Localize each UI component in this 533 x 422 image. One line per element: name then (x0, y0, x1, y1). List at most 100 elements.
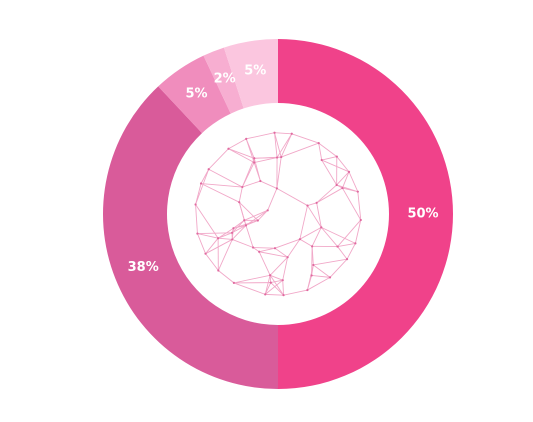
globe-node (256, 219, 259, 222)
globe-edge (311, 246, 313, 276)
globe-edge (348, 171, 359, 192)
globe-edge (267, 188, 278, 211)
globe-edge (197, 233, 206, 254)
globe-node (335, 183, 338, 187)
globe-edge (269, 256, 288, 276)
globe-node (310, 274, 313, 277)
globe-edge (357, 191, 362, 221)
globe-node (266, 209, 269, 212)
globe-edge (274, 132, 278, 158)
globe-edge (217, 227, 234, 239)
globe-edge (342, 171, 350, 189)
globe-edge (228, 138, 247, 150)
globe-edge (321, 156, 337, 161)
globe-edge (337, 242, 356, 248)
globe-edge (291, 133, 319, 144)
globe-edge (217, 239, 233, 271)
globe-edge (307, 205, 322, 228)
globe-edge (258, 251, 271, 276)
globe-node (245, 137, 248, 140)
globe-edge (195, 169, 210, 205)
globe-edge (282, 280, 284, 296)
globe-edge (257, 210, 269, 221)
globe-edge (299, 226, 322, 240)
globe-edge (269, 275, 272, 283)
globe-edge (274, 238, 301, 249)
globe-edge (354, 219, 362, 244)
globe-node (273, 131, 276, 134)
globe-edge (270, 282, 284, 296)
globe-edge (232, 239, 254, 248)
globe-edge (245, 138, 255, 163)
globe-edge (321, 159, 338, 186)
globe-node (306, 204, 309, 207)
globe-node (282, 294, 285, 297)
globe-node (232, 227, 235, 230)
globe-edge (311, 275, 331, 278)
globe-edge (316, 202, 322, 228)
slice-label-0: 50% (407, 207, 438, 222)
globe-node (315, 201, 318, 204)
globe-node (244, 224, 248, 227)
globe-edge (264, 279, 284, 295)
globe-edge (231, 224, 247, 234)
globe-node (281, 279, 284, 282)
globe-edge (316, 187, 343, 204)
globe-edge (265, 293, 284, 296)
globe-edge (228, 148, 255, 163)
globe-edge (253, 247, 275, 249)
globe-edge (208, 148, 229, 170)
globe-edge (346, 243, 356, 260)
globe-edge (201, 183, 243, 188)
globe-node (253, 161, 256, 164)
globe-node (341, 186, 344, 190)
globe-node (241, 185, 244, 189)
globe-node (258, 250, 261, 253)
globe-edge (238, 202, 247, 226)
globe-node (286, 256, 289, 259)
globe-edge (318, 142, 338, 157)
globe-edge (337, 219, 362, 247)
globe-node (275, 187, 278, 190)
globe-node (252, 246, 255, 249)
globe-node (273, 247, 277, 250)
globe-node (347, 170, 351, 173)
globe-edge (200, 169, 210, 184)
globe-edge (307, 202, 317, 207)
globe-edge (195, 204, 219, 239)
globe-edge (313, 258, 348, 266)
globe-node (238, 201, 241, 204)
globe-node (232, 281, 235, 285)
globe-edge (274, 247, 288, 258)
globe-edge (329, 258, 348, 278)
globe-edge (282, 257, 289, 281)
globe-edge (231, 225, 247, 240)
slice-label-2: 5% (185, 87, 207, 102)
globe-node (269, 274, 272, 277)
globe-node (204, 252, 207, 255)
globe-edge (254, 157, 278, 163)
globe-edge (242, 180, 261, 188)
globe-node (320, 158, 323, 162)
globe-edge (321, 159, 350, 173)
globe-edge (313, 264, 331, 278)
globe-edge (238, 186, 243, 203)
globe-edge (320, 227, 338, 247)
globe-edge (205, 253, 219, 271)
globe-edge (245, 209, 268, 226)
wireframe-globe-icon (194, 131, 362, 297)
globe-edge (336, 171, 350, 186)
globe-edge (264, 275, 271, 295)
globe-edge (287, 238, 301, 258)
globe-node (306, 288, 309, 292)
globe-node (194, 203, 197, 206)
globe-node (207, 168, 210, 171)
globe-edge (307, 276, 331, 291)
globe-edge (342, 187, 362, 221)
globe-node (335, 155, 338, 158)
globe-edge (269, 274, 283, 281)
globe-edge (195, 204, 198, 234)
globe-edge (280, 133, 293, 158)
globe-node (243, 219, 246, 222)
globe-node (217, 237, 220, 240)
